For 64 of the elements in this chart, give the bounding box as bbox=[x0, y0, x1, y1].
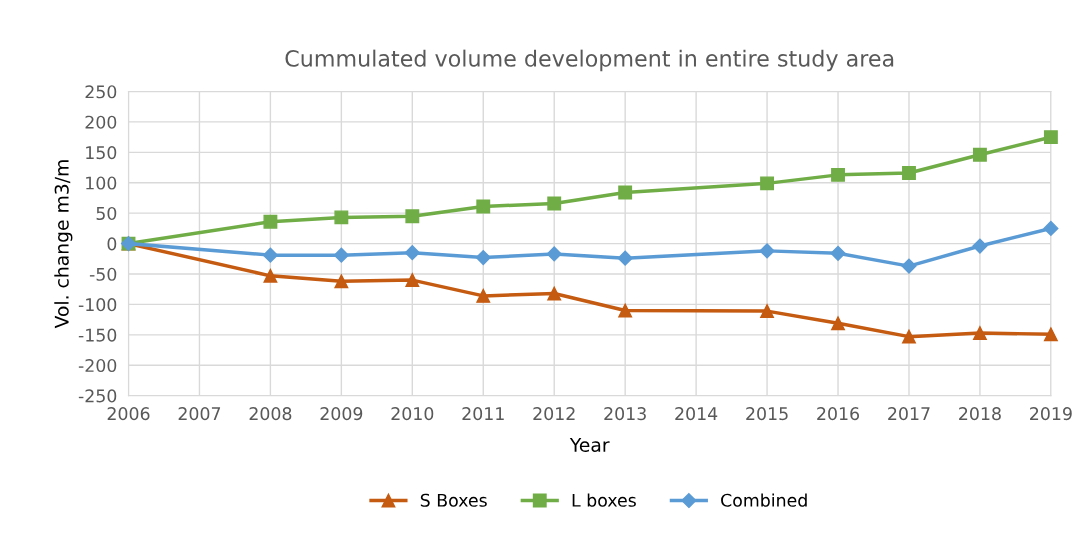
legend-label: L boxes bbox=[572, 493, 636, 507]
y-tick-label: -100 bbox=[78, 298, 117, 312]
point bbox=[263, 214, 278, 229]
point bbox=[830, 245, 846, 261]
legend-label: Combined bbox=[721, 493, 807, 507]
x-tick-label: 2014 bbox=[675, 407, 718, 421]
x-tick-label: 2013 bbox=[604, 407, 646, 421]
point bbox=[476, 199, 491, 214]
point bbox=[405, 209, 420, 224]
point bbox=[902, 166, 916, 180]
x-tick-label: 2006 bbox=[107, 407, 150, 421]
point bbox=[547, 286, 562, 301]
x-tick-label: 2018 bbox=[959, 407, 1001, 421]
point bbox=[1043, 327, 1058, 342]
point bbox=[334, 210, 349, 225]
point bbox=[1043, 130, 1058, 145]
x-tick-label: 2008 bbox=[249, 407, 292, 421]
point bbox=[547, 196, 562, 211]
point bbox=[546, 246, 562, 262]
point bbox=[618, 185, 633, 200]
y-tick-label: 200 bbox=[85, 115, 117, 129]
point bbox=[262, 247, 278, 263]
point bbox=[334, 274, 349, 289]
x-tick-label: 2007 bbox=[178, 407, 221, 421]
point bbox=[1043, 220, 1059, 236]
point bbox=[617, 250, 633, 266]
x-axis-title: Year bbox=[569, 438, 610, 452]
x-tick-label: 2016 bbox=[817, 407, 860, 421]
x-tick-label: 2019 bbox=[1030, 407, 1072, 421]
x-tick-label: 2015 bbox=[746, 407, 788, 421]
y-tick-label: 0 bbox=[107, 237, 117, 251]
y-tick-label: -200 bbox=[78, 358, 117, 373]
x-tick-label: 2012 bbox=[533, 407, 575, 421]
point bbox=[759, 243, 775, 259]
x-tick-label: 2011 bbox=[462, 407, 504, 421]
point bbox=[475, 250, 491, 266]
point bbox=[831, 167, 845, 182]
y-tick-label: -150 bbox=[78, 328, 117, 342]
point bbox=[972, 147, 987, 162]
chart-title: Cummulated volume development in entire study area bbox=[285, 49, 894, 72]
point bbox=[476, 288, 491, 303]
legend-label: S Boxes bbox=[420, 493, 487, 507]
point bbox=[760, 304, 775, 319]
x-tick-label: 2009 bbox=[320, 407, 363, 421]
point bbox=[760, 176, 775, 191]
point bbox=[902, 329, 916, 344]
point bbox=[404, 245, 420, 261]
point bbox=[263, 268, 278, 283]
x-tick-label: 2017 bbox=[888, 407, 930, 421]
point bbox=[405, 273, 420, 288]
y-axis-title: Vol. change m3/m bbox=[54, 160, 73, 329]
y-tick-label: 50 bbox=[96, 206, 117, 221]
y-tick-label: -250 bbox=[78, 389, 117, 403]
y-tick-label: 100 bbox=[86, 176, 117, 190]
point bbox=[618, 303, 633, 318]
y-tick-label: -50 bbox=[89, 267, 117, 281]
y-tick-label: 250 bbox=[85, 85, 117, 99]
point bbox=[901, 258, 917, 274]
point bbox=[333, 247, 349, 263]
y-tick-label: 150 bbox=[86, 146, 117, 160]
point bbox=[972, 238, 988, 254]
x-tick-label: 2010 bbox=[391, 407, 434, 421]
point bbox=[972, 326, 987, 340]
point bbox=[831, 316, 845, 331]
